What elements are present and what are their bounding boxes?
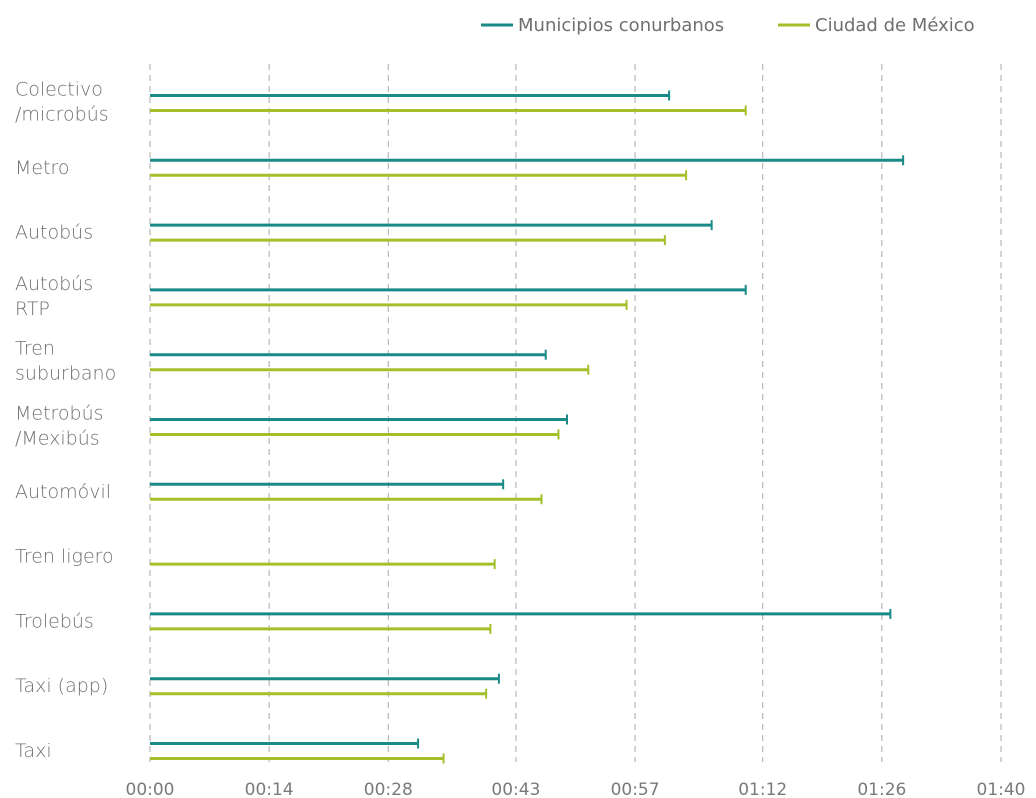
- bar-cdmx: [150, 429, 560, 440]
- bar-cdmx: [150, 105, 747, 116]
- category-label: Taxi (app): [15, 675, 108, 697]
- bar-cdmx: [150, 299, 628, 310]
- category-label: Tren suburbano: [15, 338, 116, 385]
- bar-municipios: [150, 220, 713, 231]
- category-label: Trolebús: [15, 610, 94, 632]
- category-label: Autobús RTP: [15, 273, 93, 320]
- category-label: Tren ligero: [15, 546, 114, 568]
- x-tick-label: 00:57: [611, 780, 660, 798]
- bar-cdmx: [150, 623, 492, 634]
- category-label: Metrobús/Mexibús: [15, 403, 104, 450]
- bars: [150, 90, 905, 764]
- bar-municipios: [150, 673, 500, 684]
- grid: [149, 64, 1002, 762]
- bar-cdmx: [150, 364, 590, 375]
- bar-municipios: [150, 479, 505, 490]
- bar-cdmx: [150, 753, 445, 764]
- bar-cdmx: [150, 559, 496, 570]
- x-tick-label: 01:40: [977, 780, 1026, 798]
- category-label: Taxi: [15, 740, 52, 762]
- x-tick-label: 01:26: [857, 780, 906, 798]
- bar-municipios: [150, 155, 905, 166]
- bar-cdmx: [150, 494, 543, 505]
- category-label: Autobús: [15, 222, 93, 244]
- legend-label-cdmx: Ciudad de México: [815, 15, 975, 36]
- category-label: Colectivo/microbús: [15, 79, 109, 126]
- x-tick-label: 00:43: [491, 780, 540, 798]
- bar-municipios: [150, 90, 671, 101]
- legend: Municipios conurbanos Ciudad de México: [481, 15, 975, 36]
- legend-label-municipios: Municipios conurbanos: [518, 15, 724, 36]
- bar-cdmx: [150, 688, 488, 699]
- bar-cdmx: [150, 235, 666, 246]
- bar-municipios: [150, 738, 420, 749]
- x-tick-label: 00:00: [126, 780, 175, 798]
- bar-municipios: [150, 284, 747, 295]
- x-tick-label: 00:28: [364, 780, 413, 798]
- bar-cdmx: [150, 170, 688, 181]
- x-axis-ticks: 00:00 00:14 00:28 00:43 00:57 01:12 01:26 01:40: [126, 780, 1026, 798]
- category-label: Metro: [15, 157, 70, 179]
- category-label: Automóvil: [15, 481, 111, 503]
- category-labels: Colectivo/microbús Metro Autobús Autobús RTP…: [15, 79, 116, 763]
- bar-municipios: [150, 608, 892, 619]
- x-tick-label: 00:14: [245, 780, 294, 798]
- bar-municipios: [150, 414, 568, 425]
- x-tick-label: 01:12: [738, 780, 787, 798]
- bar-municipios: [150, 349, 547, 360]
